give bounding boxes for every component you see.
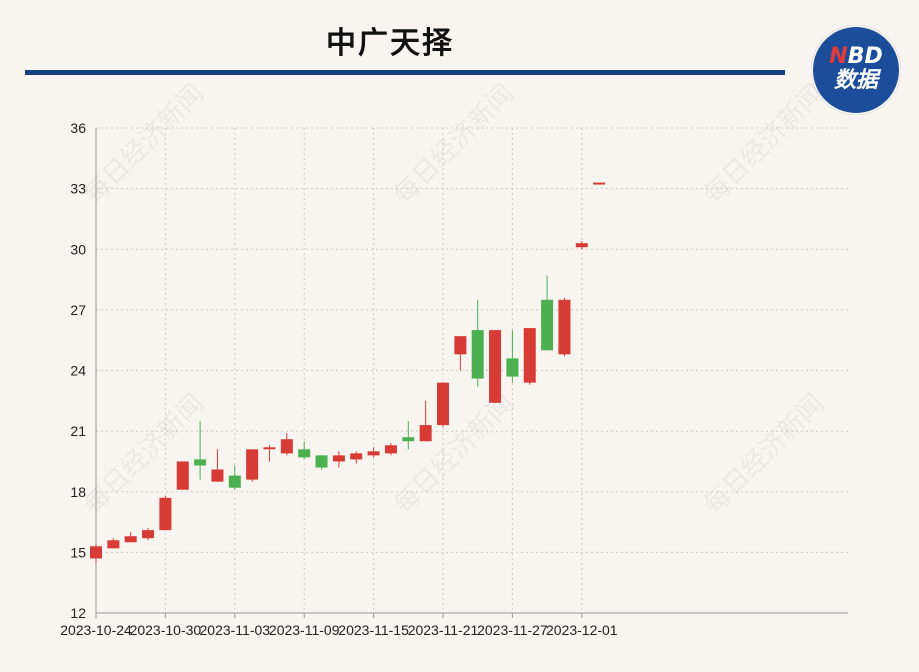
candle [437, 382, 449, 428]
x-tick-label: 2023-10-24 [60, 622, 132, 638]
candle [523, 328, 536, 385]
candle [506, 330, 519, 383]
candle-body [558, 299, 571, 355]
candle-body [402, 437, 415, 442]
chart-title: 中广天择 [326, 26, 454, 61]
candle [471, 299, 484, 387]
watermark-text: 每日经济新闻 [389, 79, 521, 211]
candle-body [593, 182, 606, 185]
x-tick-label: 2023-11-03 [200, 622, 271, 638]
candle [350, 451, 363, 464]
candle-body [211, 469, 224, 482]
candle [159, 495, 172, 531]
candle-body [332, 455, 345, 462]
candle [194, 421, 207, 480]
candle [332, 451, 345, 468]
x-tick-label: 2023-11-15 [338, 622, 409, 638]
y-tick-label: 15 [70, 544, 86, 560]
x-tick-label: 2023-11-27 [477, 622, 548, 638]
y-tick-label: 18 [70, 484, 86, 500]
candle [558, 297, 571, 357]
candle-body [142, 530, 155, 539]
axes: 1215182124273033362023-10-242023-10-3020… [60, 120, 848, 638]
candle [367, 447, 380, 458]
candle [211, 449, 224, 482]
y-tick-label: 36 [70, 120, 86, 136]
candle [575, 241, 588, 250]
candle-body [159, 497, 172, 531]
candle [489, 330, 502, 403]
watermark-text: 每日经济新闻 [79, 389, 211, 521]
candle-body [471, 330, 484, 379]
candle-body [575, 243, 588, 248]
y-tick-label: 33 [70, 181, 86, 197]
candle [176, 461, 189, 490]
candle [124, 532, 137, 543]
watermark-text: 每日经济新闻 [389, 389, 521, 521]
candle [107, 538, 120, 549]
candle-body [280, 439, 293, 454]
logo-letter-n: N [829, 44, 848, 69]
candles [90, 182, 606, 563]
title-underline [25, 70, 785, 75]
x-tick-label: 2023-10-30 [130, 622, 202, 638]
x-tick-label: 2023-12-01 [546, 622, 618, 638]
candle-body [228, 475, 241, 488]
candle-body [454, 336, 467, 355]
candle-body [263, 447, 276, 450]
candle [280, 433, 293, 456]
candle-body [315, 455, 328, 468]
candle [454, 336, 467, 371]
candle [402, 421, 415, 450]
candle-body [298, 449, 311, 458]
candle-body [367, 451, 380, 456]
candle [384, 443, 397, 456]
candle [541, 275, 554, 351]
y-tick-label: 12 [70, 605, 86, 621]
y-tick-label: 27 [70, 302, 86, 318]
candle-body [124, 536, 137, 543]
candle-body [176, 461, 189, 490]
candle [419, 400, 432, 442]
y-tick-label: 24 [70, 363, 86, 379]
nbd-logo: NBD 数据 [811, 25, 901, 115]
candle [315, 455, 328, 470]
candle-body [246, 449, 259, 480]
watermark-text: 每日经济新闻 [699, 389, 831, 521]
watermark-text: 每日经济新闻 [699, 79, 831, 211]
candle [263, 445, 276, 462]
logo-line1: NBD [829, 46, 882, 68]
candle-body [541, 299, 554, 351]
y-tick-label: 30 [70, 241, 86, 257]
y-tick-label: 21 [70, 423, 86, 439]
candle-body [90, 546, 102, 559]
candle [142, 528, 155, 541]
candle [593, 182, 606, 185]
candle [298, 441, 311, 460]
candle-body [384, 445, 397, 454]
candle-body [506, 358, 519, 377]
logo-line2: 数据 [833, 68, 878, 93]
watermark-text: 每日经济新闻 [79, 79, 211, 211]
candle-body [437, 382, 449, 426]
candle [228, 465, 241, 490]
candle [246, 449, 259, 482]
candle-body [350, 453, 363, 460]
x-tick-label: 2023-11-21 [408, 622, 479, 638]
logo-letters-bd: BD [847, 44, 883, 69]
candle [90, 544, 102, 563]
candle-body [489, 330, 502, 403]
x-tick-label: 2023-11-09 [269, 622, 340, 638]
candle-body [194, 459, 207, 466]
candle-body [523, 328, 536, 383]
candle-body [419, 425, 432, 442]
candle-body [107, 540, 120, 549]
